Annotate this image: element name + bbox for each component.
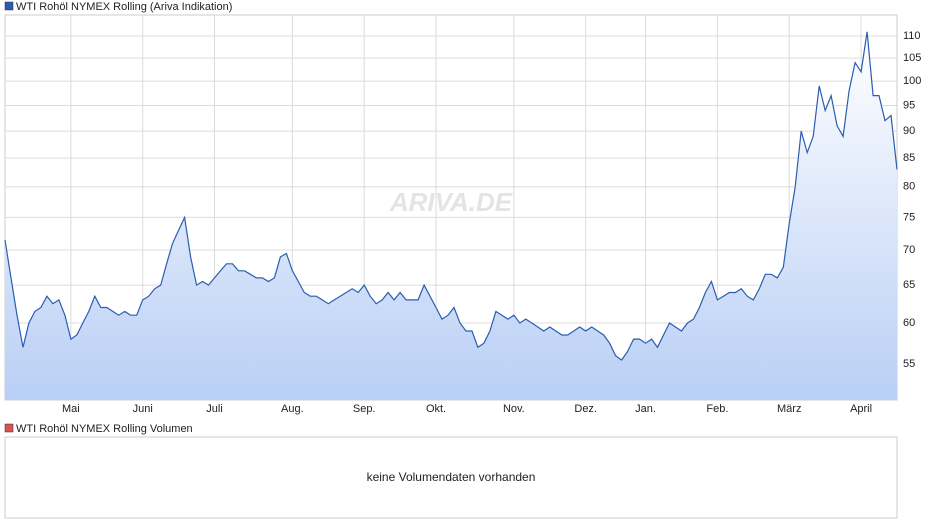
x-tick-label: Sep.	[353, 403, 376, 415]
legend-label: WTI Rohöl NYMEX Rolling Volumen	[16, 423, 193, 435]
legend-label: WTI Rohöl NYMEX Rolling (Ariva Indikatio…	[16, 1, 232, 13]
y-tick-label: 110	[903, 30, 921, 42]
y-tick-label: 105	[903, 52, 921, 64]
no-data-message: keine Volumendaten vorhanden	[367, 470, 536, 484]
y-tick-label: 100	[903, 75, 921, 87]
x-tick-label: Mai	[62, 403, 80, 415]
x-tick-label: April	[850, 403, 872, 415]
y-tick-label: 85	[903, 152, 915, 164]
y-tick-label: 60	[903, 317, 915, 329]
x-tick-label: Jan.	[635, 403, 656, 415]
x-tick-label: Juni	[133, 403, 153, 415]
watermark: ARIVA.DE	[389, 187, 513, 217]
x-tick-label: Nov.	[503, 403, 525, 415]
y-tick-label: 75	[903, 211, 915, 223]
legend-swatch	[4, 423, 14, 433]
x-tick-label: Aug.	[281, 403, 304, 415]
y-tick-label: 70	[903, 244, 915, 256]
x-tick-label: Juli	[206, 403, 223, 415]
x-tick-label: Feb.	[706, 403, 728, 415]
y-tick-label: 95	[903, 99, 915, 111]
x-tick-label: Okt.	[426, 403, 446, 415]
volume-area	[4, 436, 898, 519]
x-tick-label: März	[777, 403, 801, 415]
y-tick-label: 90	[903, 125, 915, 137]
x-tick-label: Dez.	[574, 403, 597, 415]
area-fill	[5, 31, 897, 401]
y-tick-label: 55	[903, 358, 915, 370]
y-tick-label: 65	[903, 279, 915, 291]
y-tick-label: 80	[903, 181, 915, 193]
price-line	[4, 31, 898, 361]
legend-swatch	[4, 1, 14, 11]
